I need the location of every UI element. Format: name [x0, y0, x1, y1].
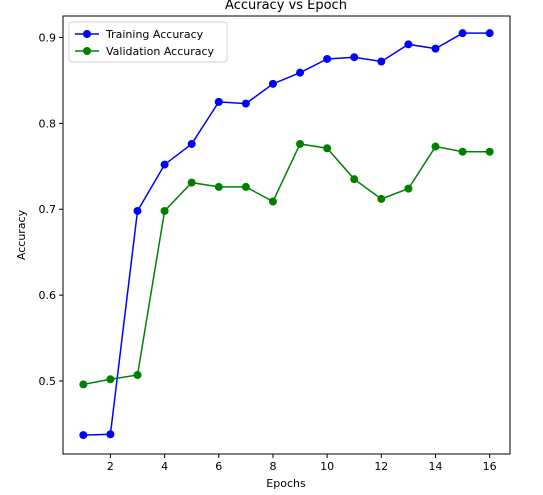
plot-area: [62, 15, 511, 455]
data-point-validation-accuracy: [404, 184, 413, 193]
data-point-training-accuracy: [350, 53, 359, 62]
data-point-validation-accuracy: [323, 144, 332, 153]
legend-label-validation: Validation Accuracy: [106, 45, 215, 58]
x-tick-label: 4: [161, 460, 168, 473]
y-tick-label: 0.7: [39, 203, 57, 216]
x-axis: 2 4 6 8 10 12 14 16: [107, 454, 497, 473]
y-axis-label: Accuracy: [15, 209, 28, 260]
data-point-training-accuracy: [268, 79, 277, 88]
x-tick-label: 16: [483, 460, 497, 473]
data-point-validation-accuracy: [377, 194, 386, 203]
x-tick-label: 12: [374, 460, 388, 473]
data-point-validation-accuracy: [350, 175, 359, 184]
x-tick-label: 10: [320, 460, 334, 473]
data-point-training-accuracy: [133, 206, 142, 215]
data-point-validation-accuracy: [268, 197, 277, 206]
legend-label-training: Training Accuracy: [105, 28, 204, 41]
series-line-training-accuracy: [83, 32, 490, 436]
data-point-validation-accuracy: [431, 142, 440, 151]
x-tick-label: 6: [215, 460, 222, 473]
data-point-validation-accuracy: [214, 182, 223, 191]
data-point-training-accuracy: [377, 57, 386, 66]
data-point-training-accuracy: [79, 431, 88, 440]
data-point-validation-accuracy: [133, 370, 142, 379]
data-point-training-accuracy: [296, 68, 305, 77]
y-tick-label: 0.8: [39, 117, 57, 130]
x-tick-label: 8: [269, 460, 276, 473]
x-axis-label: Epochs: [266, 477, 306, 490]
data-point-training-accuracy: [106, 430, 115, 439]
legend: Training Accuracy Validation Accuracy: [68, 21, 228, 63]
data-point-training-accuracy: [187, 139, 196, 148]
data-point-training-accuracy: [214, 97, 223, 106]
data-point-training-accuracy: [458, 29, 467, 38]
data-point-training-accuracy: [241, 99, 250, 108]
x-tick-label: 2: [107, 460, 114, 473]
data-point-validation-accuracy: [79, 380, 88, 389]
data-point-training-accuracy: [160, 160, 169, 169]
data-point-validation-accuracy: [241, 182, 250, 191]
data-point-validation-accuracy: [458, 147, 467, 156]
x-tick-label: 14: [429, 460, 443, 473]
data-point-training-accuracy: [323, 54, 332, 63]
legend-box: [68, 21, 228, 63]
data-point-validation-accuracy: [485, 147, 494, 156]
y-tick-label: 0.5: [39, 375, 57, 388]
data-point-validation-accuracy: [296, 139, 305, 148]
data-point-training-accuracy: [431, 44, 440, 53]
y-tick-label: 0.9: [39, 31, 57, 44]
data-point-validation-accuracy: [106, 375, 115, 384]
legend-marker-training: [83, 30, 91, 38]
data-point-training-accuracy: [404, 40, 413, 49]
legend-marker-validation: [83, 47, 91, 55]
series-line-validation-accuracy: [83, 143, 490, 386]
data-point-validation-accuracy: [160, 206, 169, 215]
series-layer: [79, 29, 494, 440]
y-tick-label: 0.6: [39, 289, 57, 302]
y-axis: 0.5 0.6 0.7 0.8 0.9: [39, 31, 63, 388]
chart-title: Accuracy vs Epoch: [225, 0, 347, 13]
data-point-validation-accuracy: [187, 178, 196, 187]
data-point-training-accuracy: [485, 29, 494, 38]
